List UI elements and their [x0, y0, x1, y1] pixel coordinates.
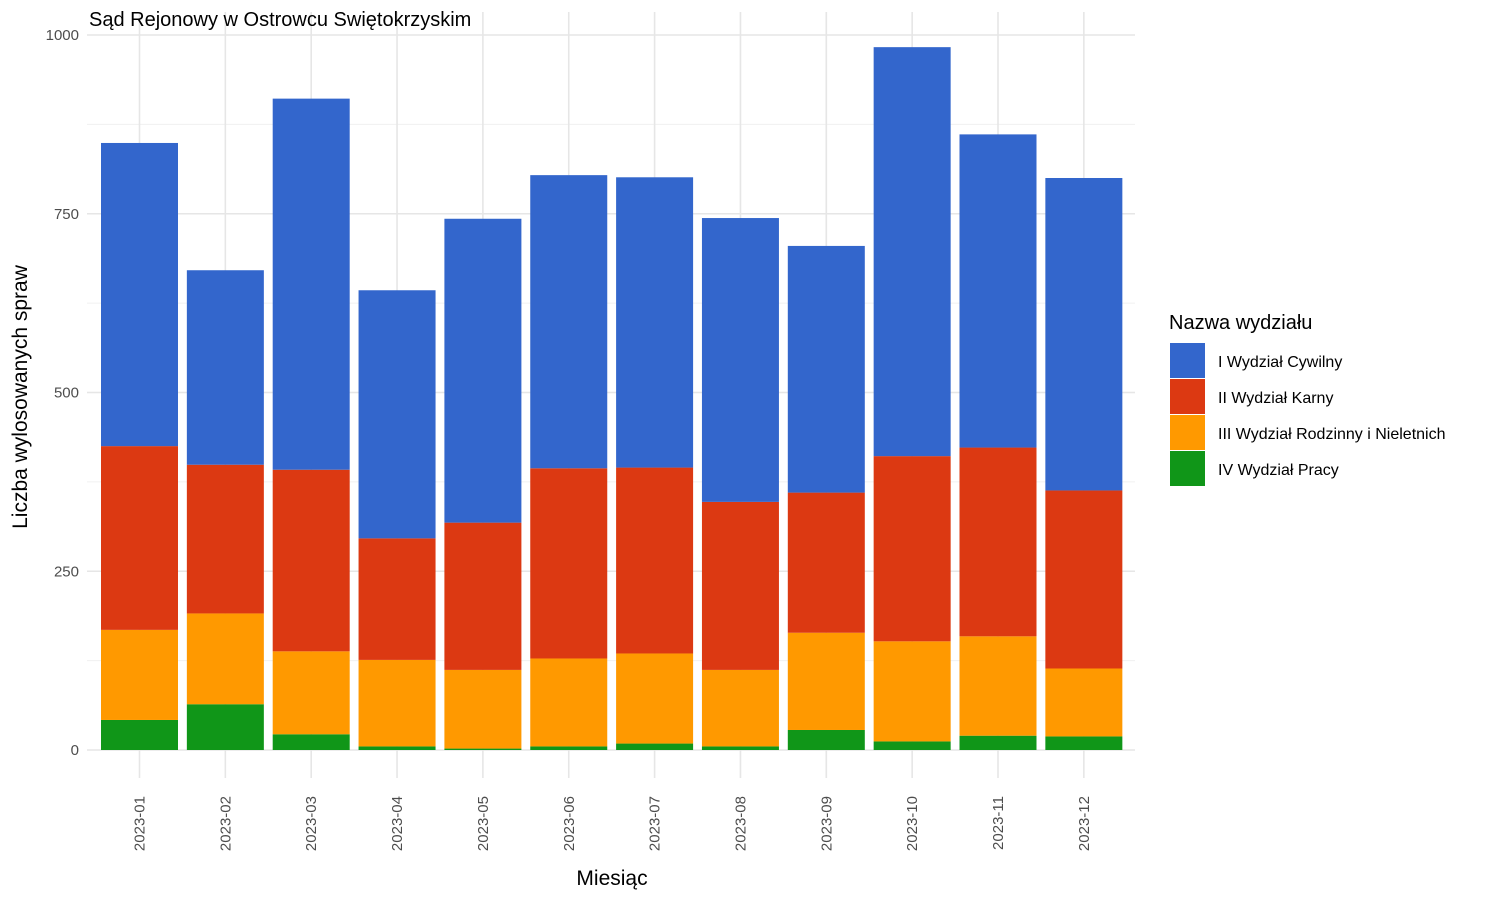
bar-segment: [530, 746, 608, 750]
y-tick-label: 250: [54, 563, 79, 580]
y-axis-ticks: 0 250 500 750 1000: [46, 27, 79, 759]
bar-segment: [186, 270, 264, 465]
bar-segment: [186, 464, 264, 614]
bar-segment: [101, 629, 178, 720]
bar-segment: [1045, 668, 1123, 737]
bar-segment: [272, 98, 350, 470]
bar-segment: [701, 218, 779, 502]
bar-segment: [444, 522, 522, 670]
bar-segment: [186, 613, 264, 705]
x-tick-label: 2023-04: [389, 796, 406, 851]
x-tick-label: 2023-06: [561, 796, 578, 851]
bar-segment: [787, 729, 865, 750]
y-tick-label: 750: [54, 206, 79, 223]
legend-label: II Wydział Karny: [1218, 390, 1333, 407]
x-tick-label: 2023-12: [1076, 796, 1093, 851]
bar-segment: [616, 177, 694, 468]
bar-segment: [616, 743, 694, 750]
bar-segment: [444, 218, 522, 523]
bar-segment: [358, 746, 436, 750]
bar-segment: [701, 746, 779, 750]
bar-segment: [873, 741, 951, 750]
legend-label: III Wydział Rodzinny i Nieletnich: [1218, 426, 1446, 443]
legend-label: IV Wydział Pracy: [1218, 462, 1339, 479]
bar-segment: [787, 492, 865, 633]
bar-segment: [101, 446, 178, 630]
bar-segment: [701, 669, 779, 747]
bar-segment: [530, 468, 608, 659]
bar-segment: [101, 142, 178, 447]
y-axis-title: Liczba wylosowanych spraw: [9, 264, 32, 529]
bar-segment: [959, 447, 1037, 637]
x-tick-label: 2023-09: [818, 796, 835, 851]
bar-segment: [787, 632, 865, 730]
x-tick-label: 2023-11: [990, 796, 1007, 850]
x-tick-label: 2023-07: [647, 796, 664, 851]
legend-key: [1170, 415, 1205, 450]
bar-segment: [959, 134, 1037, 448]
legend-key: [1170, 451, 1205, 486]
x-axis-title: Miesiąc: [576, 867, 647, 890]
bar-segment: [959, 735, 1037, 750]
bar-segment: [272, 651, 350, 735]
legend-key: [1170, 379, 1205, 414]
bar-segment: [701, 501, 779, 670]
x-axis-ticks: 2023-01 2023-02 2023-03 2023-04 2023-05 2023-…: [132, 796, 1093, 851]
bar-segment: [787, 245, 865, 493]
bar-segment: [358, 659, 436, 747]
bar-segment: [101, 719, 178, 750]
bar-segment: [530, 658, 608, 747]
x-tick-label: 2023-05: [475, 796, 492, 851]
bar-segment: [959, 636, 1037, 736]
bar-segment: [358, 290, 436, 539]
bar-segment: [444, 748, 522, 750]
bar-segment: [873, 456, 951, 642]
x-tick-label: 2023-03: [303, 796, 320, 851]
bar-segment: [873, 47, 951, 457]
bar-segment: [616, 467, 694, 654]
y-tick-label: 0: [71, 742, 79, 759]
bar-segment: [873, 641, 951, 742]
y-tick-label: 500: [54, 385, 79, 402]
bar-segment: [1045, 736, 1123, 750]
bar-segment: [1045, 490, 1123, 669]
legend: Nazwa wydziału I Wydział Cywilny II Wydzi…: [1169, 312, 1446, 486]
x-tick-label: 2023-02: [217, 796, 234, 851]
bar-segment: [1045, 178, 1123, 491]
chart-title: Sąd Rejonowy w Ostrowcu Swiętokrzyskim: [89, 9, 471, 31]
bar-segment: [358, 538, 436, 660]
legend-key: [1170, 343, 1205, 378]
y-tick-label: 1000: [46, 27, 79, 44]
bar-segment: [616, 653, 694, 744]
bar-segment: [272, 734, 350, 750]
bar-segment: [530, 175, 608, 469]
x-tick-label: 2023-10: [904, 796, 921, 851]
bar-segment: [272, 469, 350, 652]
bar-segment: [444, 669, 522, 749]
x-tick-label: 2023-08: [732, 796, 749, 851]
bars: [101, 47, 1123, 750]
x-tick-label: 2023-01: [132, 796, 149, 851]
legend-label: I Wydział Cywilny: [1218, 354, 1342, 371]
legend-title: Nazwa wydziału: [1169, 312, 1312, 334]
bar-segment: [186, 704, 264, 750]
